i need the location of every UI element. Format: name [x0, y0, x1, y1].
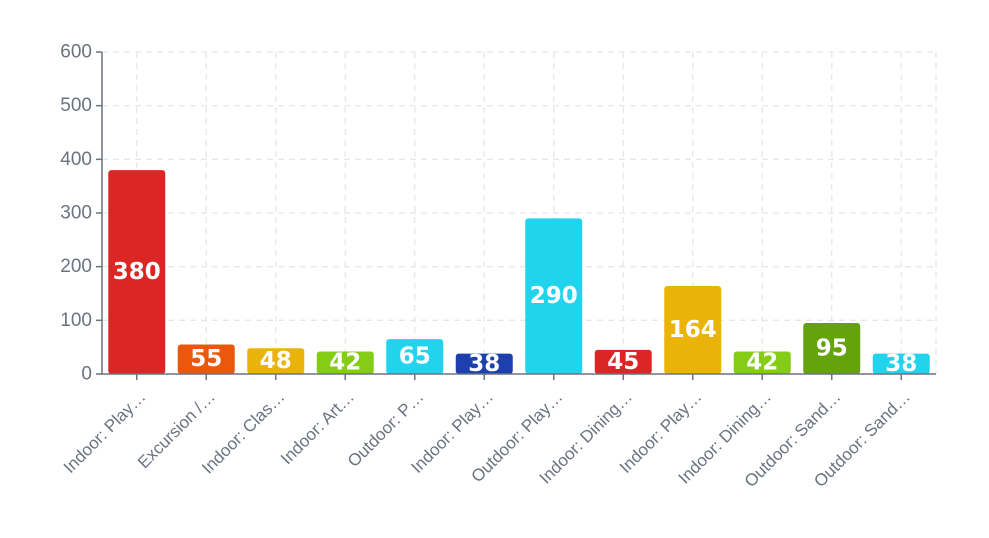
bar-value-label: 380: [113, 259, 161, 285]
bar: [455, 353, 513, 374]
bar-value-label: 55: [190, 346, 222, 372]
bar-value-label: 290: [530, 283, 578, 309]
bars: 380 55 48 42 65 38 290 45 164 42 95 38: [108, 170, 930, 377]
y-tick-label: 600: [60, 42, 92, 63]
y-axis-ticks: 0 100 200 300 400 500 600: [60, 42, 102, 385]
bar: [594, 349, 652, 374]
y-tick-label: 100: [60, 310, 92, 331]
bar: [525, 218, 583, 374]
bar: [872, 353, 930, 374]
bar-value-label: 65: [399, 344, 431, 370]
bar-value-label: 164: [669, 317, 717, 343]
bar-value-label: 42: [329, 350, 361, 376]
y-tick-label: 0: [81, 364, 92, 385]
y-tick-label: 300: [60, 203, 92, 224]
bar-value-label: 38: [885, 351, 917, 377]
bar-value-label: 48: [260, 348, 292, 374]
y-tick-label: 200: [60, 256, 92, 277]
bar: [803, 323, 861, 374]
y-tick-label: 500: [60, 95, 92, 116]
y-tick-label: 400: [60, 149, 92, 170]
bar-value-label: 95: [816, 336, 848, 362]
bar: [108, 170, 166, 374]
x-tick-label: Indoor: Play…: [60, 387, 150, 477]
bar: [733, 351, 791, 374]
bar-value-label: 45: [607, 349, 639, 375]
bar: [316, 351, 374, 374]
bar: [177, 344, 235, 374]
bar: [664, 285, 722, 374]
bar: [386, 339, 444, 374]
bar-value-label: 38: [468, 351, 500, 377]
bar: [247, 348, 305, 374]
bar-value-label: 42: [746, 350, 778, 376]
x-axis-ticks: Indoor: Play…Excursion /…Indoor: Clas…In…: [60, 374, 914, 491]
